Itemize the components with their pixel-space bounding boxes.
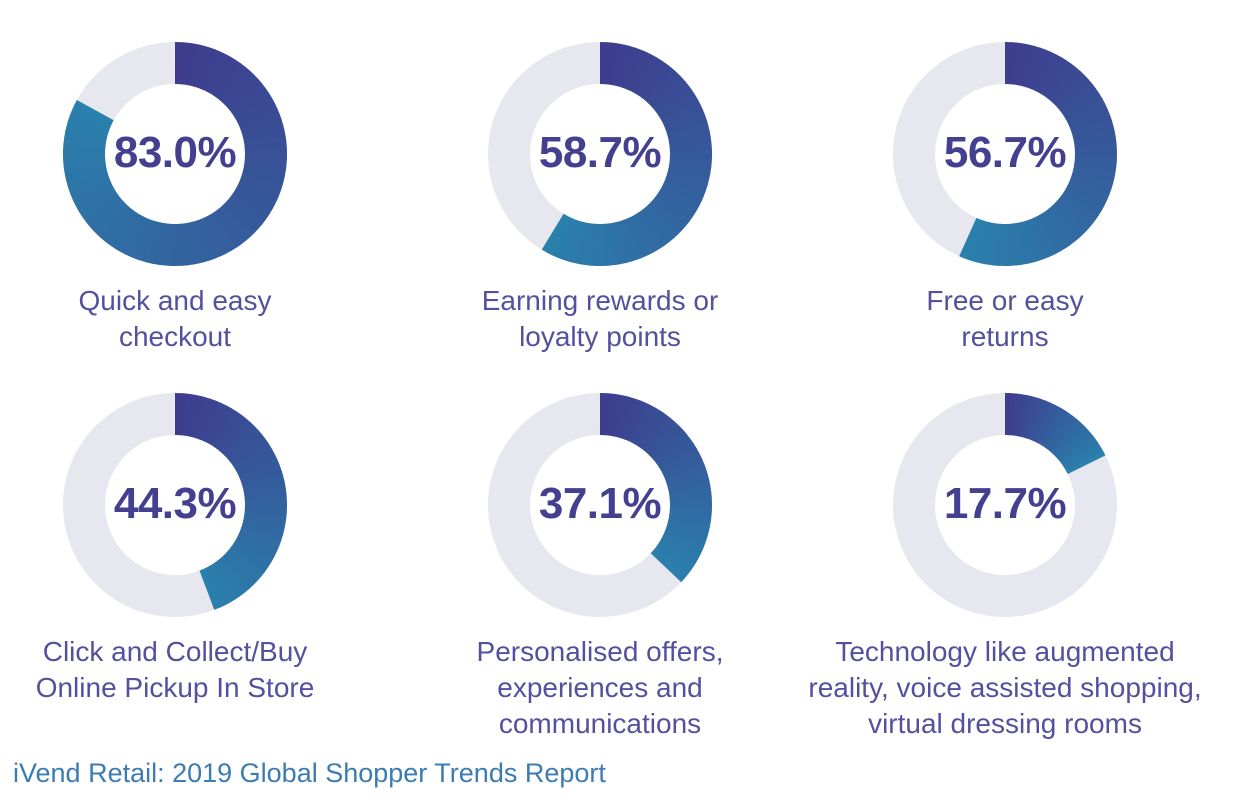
- donut-value: 56.7%: [943, 128, 1067, 177]
- donut-arc-svg: [893, 42, 1117, 266]
- donut-arc-svg: [63, 393, 287, 617]
- donut-ring: 44.3%: [63, 393, 287, 617]
- source-citation: iVend Retail: 2019 Global Shopper Trends…: [13, 758, 606, 788]
- donut-value: 17.7%: [943, 479, 1067, 528]
- donut-label: Click and Collect/Buy Online Pickup In S…: [35, 636, 315, 703]
- donut-value: 58.7%: [538, 128, 662, 177]
- donut-ring: 37.1%: [488, 393, 712, 617]
- donut-value: 83.0%: [113, 128, 237, 177]
- donut-chart-personalised-offers: 37.1% Personalised offers, experiences a…: [400, 393, 800, 742]
- donut-chart-free-easy-returns: 56.7% Free or easy returns: [800, 42, 1210, 355]
- donut-row-top: 83.0% Quick and easy checkout 58.7% Earn…: [0, 0, 1253, 355]
- donut-ring: 58.7%: [488, 42, 712, 266]
- donut-chart-quick-easy-checkout: 83.0% Quick and easy checkout: [5, 42, 345, 355]
- donut-value: 44.3%: [113, 479, 237, 528]
- donut-chart-click-and-collect: 44.3% Click and Collect/Buy Online Picku…: [5, 393, 345, 706]
- donut-chart-technology: 17.7% Technology like augmented reality,…: [800, 393, 1210, 742]
- donut-label: Personalised offers, experiences and com…: [476, 636, 724, 739]
- donut-arc-svg: [488, 42, 712, 266]
- donut-ring: 83.0%: [63, 42, 287, 266]
- donut-arc-svg: [63, 42, 287, 266]
- donut-label: Quick and easy checkout: [78, 285, 272, 352]
- donut-arc-svg: [893, 393, 1117, 617]
- donut-ring: 56.7%: [893, 42, 1117, 266]
- donut-arc-svg: [488, 393, 712, 617]
- donut-label: Free or easy returns: [926, 285, 1084, 352]
- donut-label: Earning rewards or loyalty points: [481, 285, 719, 352]
- donut-chart-rewards-loyalty: 58.7% Earning rewards or loyalty points: [400, 42, 800, 355]
- donut-value: 37.1%: [538, 479, 662, 528]
- donut-row-bottom: 44.3% Click and Collect/Buy Online Picku…: [0, 393, 1253, 742]
- donut-ring: 17.7%: [893, 393, 1117, 617]
- donut-label: Technology like augmented reality, voice…: [808, 636, 1202, 739]
